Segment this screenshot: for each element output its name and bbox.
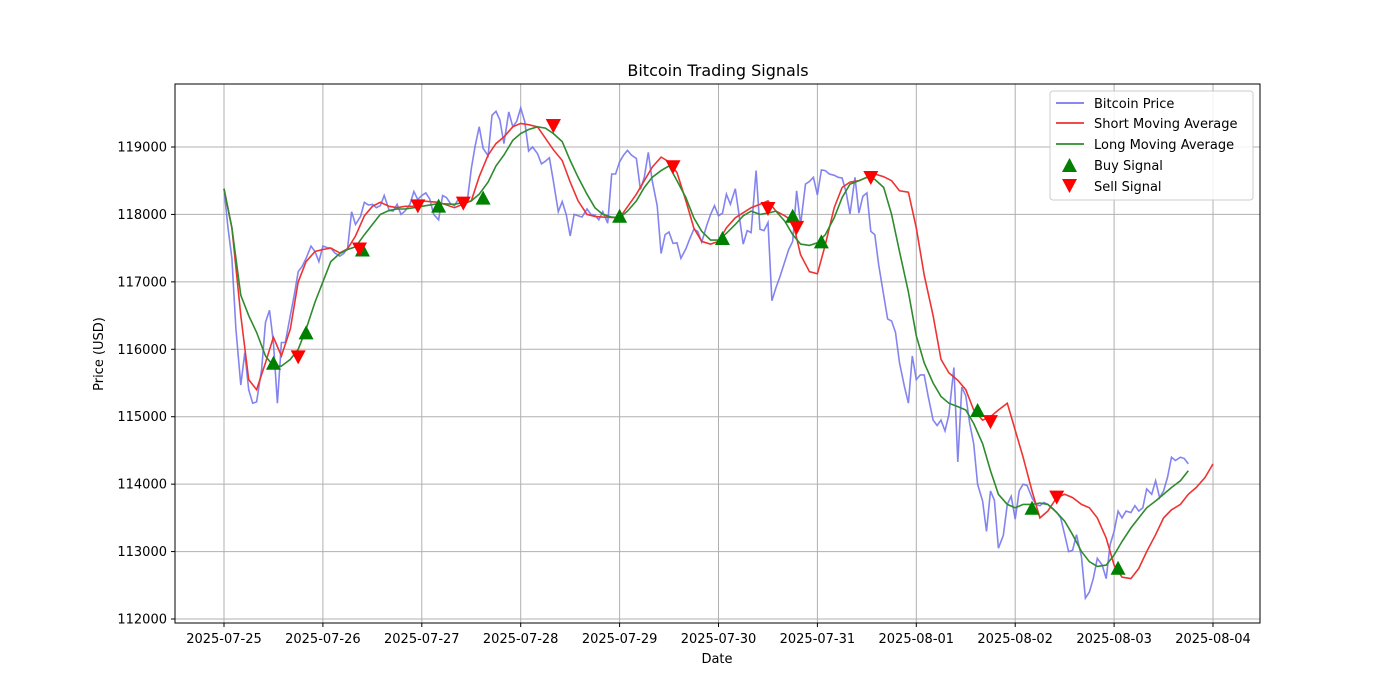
y-tick-label: 114000 [117, 478, 167, 493]
legend-sell-label: Sell Signal [1094, 180, 1162, 195]
buy-signal-markers [265, 190, 1126, 575]
sell-signal-marker [863, 171, 879, 186]
sell-signal-marker [665, 160, 681, 175]
legend: Bitcoin Price Short Moving Average Long … [1049, 90, 1254, 201]
plot-frame [174, 83, 1261, 624]
x-tick-label: 2025-07-31 [780, 632, 856, 647]
y-tick-label: 112000 [117, 613, 167, 628]
buy-signal-marker [714, 231, 730, 246]
long-ma-line [223, 125, 1189, 568]
x-tick-label: 2025-07-28 [483, 632, 559, 647]
sell-signal-marker [789, 220, 805, 235]
x-axis-label: Date [701, 652, 732, 667]
buy-signal-marker [431, 198, 447, 213]
sell-signal-marker [760, 202, 776, 217]
x-tick-label: 2025-07-30 [681, 632, 757, 647]
sell-signal-marker [545, 119, 561, 134]
buy-signal-marker [475, 190, 491, 205]
buy-signal-marker [265, 355, 281, 370]
legend-buy-label: Buy Signal [1094, 159, 1163, 174]
x-tick-label: 2025-08-01 [879, 632, 955, 647]
y-tick-label: 118000 [117, 208, 167, 223]
legend-long-ma-label: Long Moving Average [1094, 138, 1234, 153]
sell-signal-markers [290, 119, 1065, 505]
y-tick-label: 113000 [117, 545, 167, 560]
sell-triangle-icon [1062, 179, 1077, 193]
buy-signal-marker [970, 402, 986, 417]
buy-triangle-icon [1062, 158, 1077, 172]
x-axis: 2025-07-25 2025-07-26 2025-07-27 2025-07-28… [186, 623, 1251, 647]
buy-signal-marker [298, 325, 314, 340]
buy-signal-marker [785, 208, 801, 223]
sell-signal-marker [290, 350, 306, 365]
legend-short-ma-label: Short Moving Average [1094, 117, 1238, 132]
sell-signal-marker [410, 199, 426, 214]
y-tick-label: 119000 [117, 141, 167, 156]
y-tick-label: 117000 [117, 275, 167, 290]
bitcoin-price-line [223, 105, 1189, 601]
legend-price-label: Bitcoin Price [1094, 97, 1174, 112]
x-tick-label: 2025-07-25 [186, 632, 262, 647]
grid [175, 84, 1260, 623]
sell-signal-marker [1049, 490, 1065, 505]
x-tick-label: 2025-07-29 [582, 632, 658, 647]
y-axis-label: Price (USD) [92, 317, 107, 391]
buy-signal-marker [612, 208, 628, 223]
buy-signal-marker [1024, 500, 1040, 515]
buy-signal-marker [1110, 560, 1126, 575]
sell-signal-marker [455, 196, 471, 211]
sell-signal-marker [982, 415, 998, 430]
x-tick-label: 2025-08-04 [1175, 632, 1251, 647]
x-tick-label: 2025-08-02 [977, 632, 1053, 647]
y-tick-label: 115000 [117, 410, 167, 425]
x-tick-label: 2025-07-27 [384, 632, 460, 647]
y-axis: 112000 113000 114000 115000 116000 117000 1180… [117, 141, 175, 628]
y-tick-label: 116000 [117, 343, 167, 358]
chart-title: Bitcoin Trading Signals [627, 61, 808, 80]
sell-signal-marker [351, 242, 367, 257]
x-tick-label: 2025-07-26 [285, 632, 361, 647]
x-tick-label: 2025-08-03 [1076, 632, 1152, 647]
buy-signal-marker [813, 234, 829, 249]
